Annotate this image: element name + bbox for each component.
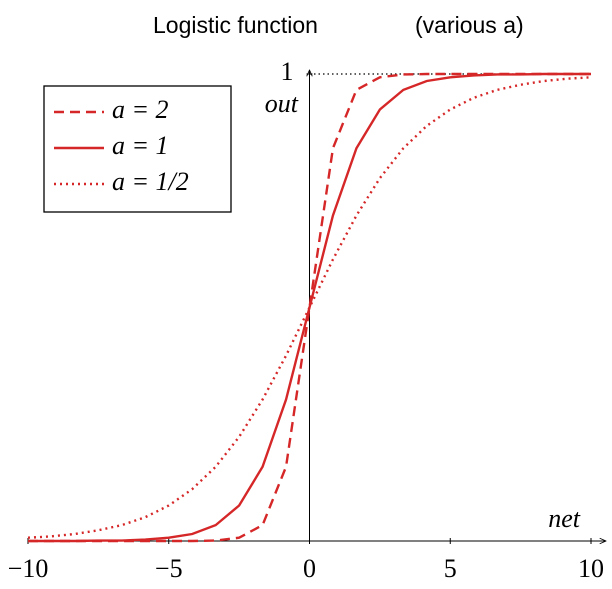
x-tick-label: −5	[155, 554, 183, 583]
x-axis-label: net	[548, 504, 581, 533]
x-tick-label: 0	[303, 554, 316, 583]
chart-title: Logistic function	[153, 12, 318, 38]
chart-subtitle: (various a)	[415, 12, 524, 38]
legend-label: a = 2	[112, 95, 169, 124]
x-tick-label: 5	[444, 554, 457, 583]
legend-label: a = 1	[112, 131, 169, 160]
y-axis-label: out	[265, 89, 299, 118]
legend: a = 2 a = 1 a = 1/2	[43, 85, 232, 213]
series-line	[28, 72, 591, 543]
y-tick-label: 1	[281, 57, 294, 86]
legend-label: a = 1/2	[112, 167, 189, 196]
x-tick-label: 10	[578, 554, 604, 583]
x-tick-label: −10	[8, 554, 49, 583]
